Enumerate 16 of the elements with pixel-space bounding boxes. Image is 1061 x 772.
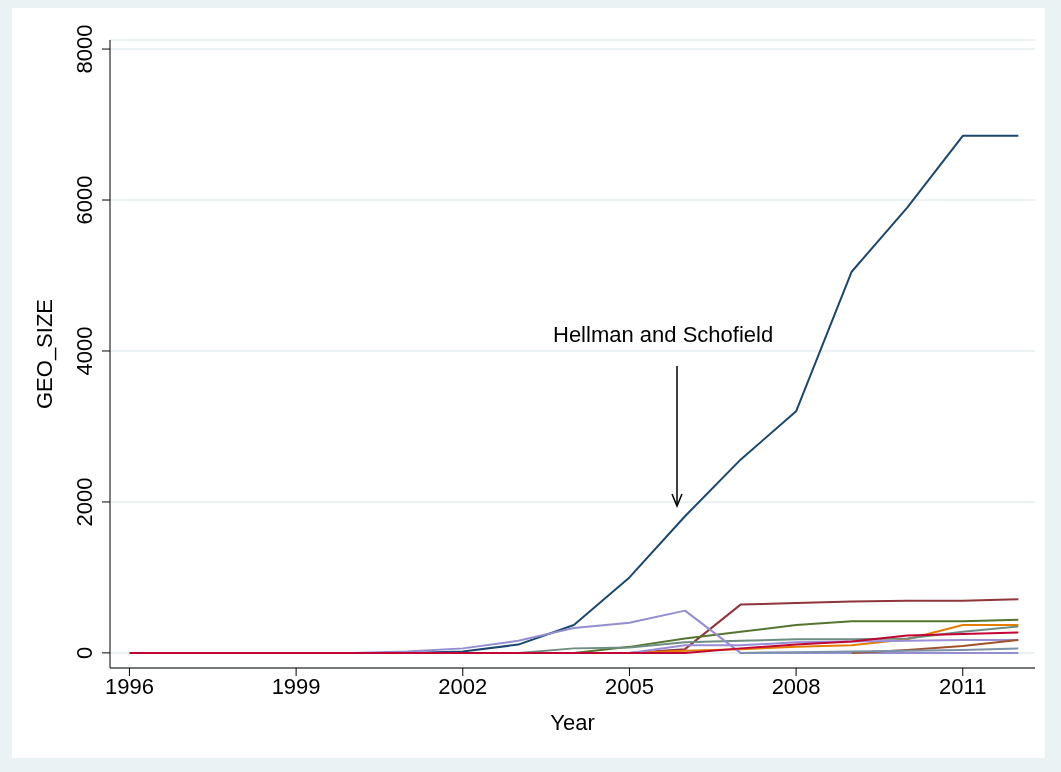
x-tick-label: 2005 xyxy=(604,673,654,699)
x-tick-label: 1999 xyxy=(271,673,321,699)
x-tick-label: 2008 xyxy=(771,673,821,699)
x-tick-label: 1996 xyxy=(104,673,154,699)
y-tick-label: 6000 xyxy=(72,175,97,225)
x-axis-title: Year xyxy=(550,710,595,735)
x-tick-label: 2011 xyxy=(939,673,987,699)
line-series xyxy=(850,639,1020,654)
y-tick-label: 8000 xyxy=(72,24,97,74)
y-tick-label: 2000 xyxy=(72,477,97,527)
y-tick-label: 4000 xyxy=(72,326,97,376)
annotation: Hellman and Schofield xyxy=(553,322,774,348)
y-tick-label: 0 xyxy=(72,646,97,660)
y-axis-title: GEO_SIZE xyxy=(31,298,57,410)
x-tick-label: 2002 xyxy=(438,673,488,699)
line-series xyxy=(128,631,1020,654)
